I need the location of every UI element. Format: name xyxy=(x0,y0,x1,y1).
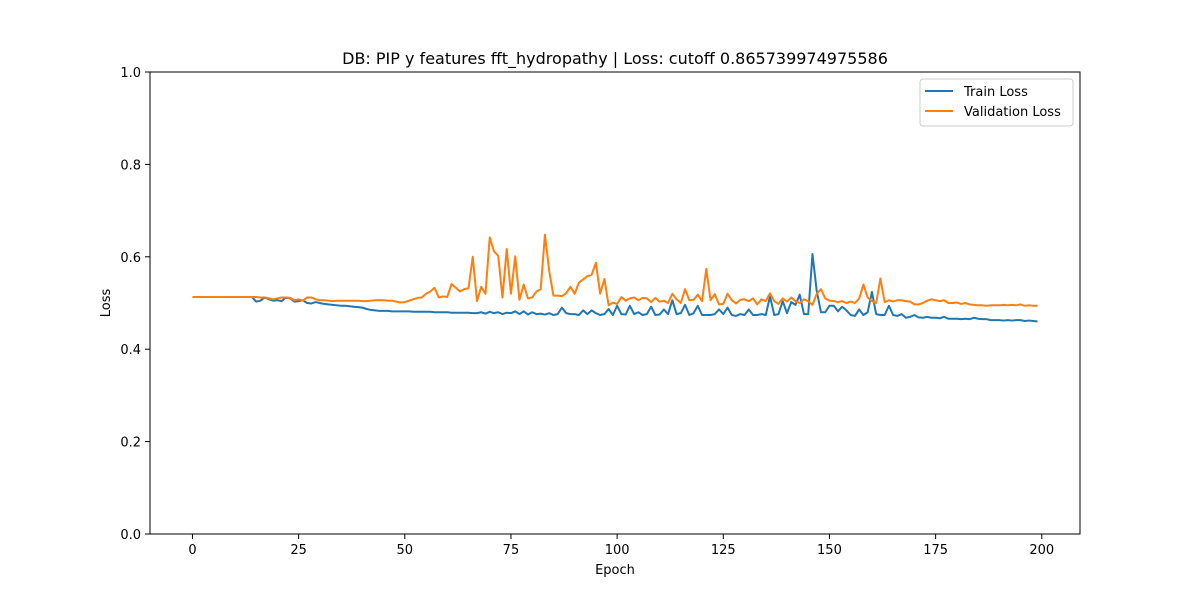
x-tick-label: 150 xyxy=(817,543,842,558)
y-tick-label: 0.4 xyxy=(120,343,141,358)
x-tick-label: 175 xyxy=(923,543,948,558)
x-tick-label: 200 xyxy=(1029,543,1054,558)
y-axis-label: Loss xyxy=(99,289,114,318)
legend: Train Loss Validation Loss xyxy=(919,78,1074,127)
plot-frame xyxy=(149,71,1081,535)
x-axis-ticks: 0 25 50 75 100 125 150 175 200 xyxy=(188,534,1054,558)
series-line-validation-loss xyxy=(192,233,1038,307)
chart-title: DB: PIP y features fft_hydropathy | Loss… xyxy=(342,49,888,69)
y-tick-label: 0.8 xyxy=(120,158,141,173)
x-tick-label: 0 xyxy=(188,543,196,558)
legend-box xyxy=(919,78,1074,127)
x-tick-label: 25 xyxy=(290,543,307,558)
x-tick-label: 125 xyxy=(711,543,736,558)
x-axis-label: Epoch xyxy=(595,563,635,578)
y-tick-label: 1.0 xyxy=(120,66,141,81)
y-tick-label: 0.6 xyxy=(120,251,141,266)
plot-lines xyxy=(192,233,1038,323)
legend-label-validation-loss: Validation Loss xyxy=(964,105,1061,120)
y-axis-ticks: 0.0 0.2 0.4 0.6 0.8 1.0 xyxy=(120,66,150,543)
legend-label-train-loss: Train Loss xyxy=(963,85,1028,100)
x-tick-label: 100 xyxy=(605,543,630,558)
x-tick-label: 75 xyxy=(503,543,520,558)
series-line-train-loss xyxy=(192,253,1038,323)
x-tick-label: 50 xyxy=(397,543,414,558)
y-tick-label: 0.2 xyxy=(120,436,141,451)
y-tick-label: 0.0 xyxy=(120,528,141,543)
